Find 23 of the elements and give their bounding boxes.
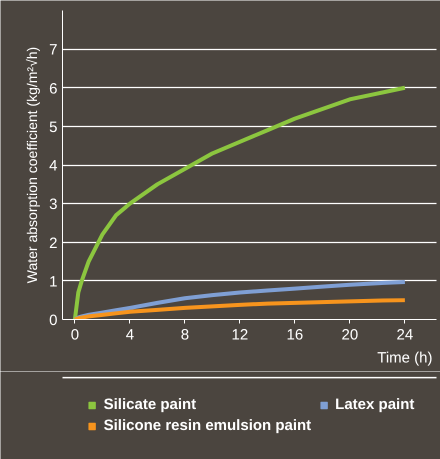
x-tick-label: 12: [232, 326, 248, 344]
line-series: [72, 298, 407, 320]
y-tick-label: 3: [49, 196, 58, 214]
x-axis-title: Time (h): [377, 350, 433, 366]
y-axis-title: Water absorption coefficient (kg/m²√h): [24, 46, 40, 284]
y-tick-label: 0: [49, 312, 58, 329]
x-tick-label: 16: [286, 326, 304, 344]
line-series: [72, 280, 407, 320]
x-tick-label: 0: [70, 326, 80, 344]
y-tick-label: 7: [49, 42, 58, 59]
x-tick-label: 24: [396, 326, 414, 344]
x-tick-label: 8: [180, 326, 190, 344]
line-series: [72, 86, 407, 320]
y-tick-label: 5: [49, 118, 58, 136]
y-tick-label: 6: [49, 80, 58, 98]
legend-label: Silicate paint: [104, 396, 196, 413]
legend-label: Silicone resin emulsion paint: [104, 417, 312, 434]
y-tick-label: 1: [49, 273, 58, 290]
x-tick-label: 4: [126, 326, 134, 344]
y-tick-label: 4: [49, 158, 58, 174]
y-tick-label: 2: [49, 234, 58, 252]
legend-label: Latex paint: [335, 396, 414, 413]
x-tick-label: 20: [342, 326, 358, 344]
